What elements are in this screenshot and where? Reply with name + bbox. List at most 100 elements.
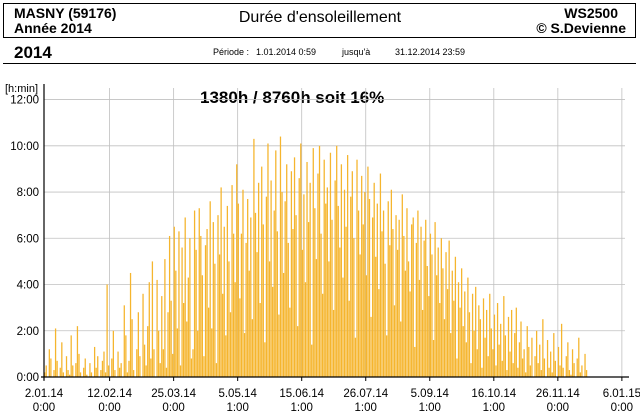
bar: [161, 296, 163, 377]
bar: [442, 268, 444, 377]
bar: [510, 309, 513, 377]
bar: [509, 351, 511, 377]
bar: [93, 346, 96, 377]
bar: [139, 356, 141, 377]
bar: [557, 346, 560, 377]
period-label: Période :: [213, 47, 250, 57]
bar: [323, 159, 325, 377]
bar: [290, 171, 293, 377]
bar: [453, 300, 455, 377]
bar: [584, 353, 586, 377]
bar: [331, 219, 333, 377]
bar: [282, 272, 285, 377]
bar: [437, 247, 439, 377]
bar: [320, 233, 322, 377]
bar: [245, 242, 247, 377]
bar: [578, 337, 580, 377]
bar: [392, 229, 394, 377]
bar: [231, 185, 233, 377]
bar: [279, 136, 282, 377]
chart-title: Durée d'ensoleillement: [238, 9, 402, 26]
bar: [409, 291, 411, 377]
bar: [62, 372, 65, 377]
bar: [183, 303, 185, 377]
bar: [571, 349, 574, 377]
bar: [337, 205, 339, 377]
bar: [531, 337, 533, 377]
bar: [395, 215, 397, 377]
bar: [436, 275, 438, 377]
bar: [178, 231, 180, 377]
bar: [570, 374, 572, 377]
bar: [403, 235, 405, 377]
x-tick-time: 1:00: [419, 402, 441, 414]
bar: [70, 335, 72, 377]
bar: [212, 222, 214, 377]
y-tick-label: 8:00: [17, 187, 39, 199]
bar: [454, 256, 457, 377]
bar: [142, 293, 144, 377]
bar: [207, 307, 210, 377]
bar: [200, 235, 202, 377]
bar: [176, 328, 179, 377]
bar: [170, 300, 172, 377]
x-tick-time: 1:00: [483, 402, 505, 414]
bar: [334, 180, 336, 377]
bar: [164, 259, 166, 377]
bar: [475, 286, 477, 377]
bar: [147, 326, 149, 377]
bar: [125, 335, 127, 377]
bar: [417, 210, 419, 377]
bar: [451, 270, 453, 377]
bar: [303, 194, 305, 377]
y-tick-label: 2:00: [17, 326, 39, 338]
bar: [236, 164, 238, 377]
bar: [289, 307, 291, 377]
bar: [404, 270, 407, 377]
bar: [240, 233, 243, 377]
bar: [498, 344, 500, 377]
bar: [150, 358, 152, 377]
bar: [243, 333, 246, 377]
bar: [159, 363, 161, 377]
bar: [100, 370, 102, 377]
bar: [490, 328, 492, 377]
bar: [131, 319, 133, 377]
bar: [381, 231, 383, 377]
bar: [242, 189, 244, 377]
bar: [429, 233, 432, 377]
bar: [264, 342, 266, 377]
bar: [420, 226, 422, 377]
bar: [281, 192, 283, 377]
x-tick-label: 26.07.14: [343, 388, 388, 400]
bar: [156, 279, 158, 377]
bar: [133, 370, 135, 377]
bar: [339, 247, 341, 377]
bar: [295, 215, 297, 377]
bar: [336, 145, 338, 377]
year-heading: 2014: [14, 43, 52, 62]
bar: [478, 305, 480, 377]
bar: [445, 252, 447, 377]
bar: [332, 309, 335, 377]
bar: [143, 344, 146, 377]
bar: [237, 203, 239, 377]
bar: [461, 268, 463, 377]
bar: [356, 159, 358, 377]
bar: [325, 203, 327, 377]
bar: [520, 321, 522, 377]
x-tick-label: 2.01.14: [25, 388, 64, 400]
x-tick-label: 15.06.14: [279, 388, 324, 400]
bar: [389, 245, 391, 377]
bar: [197, 330, 199, 377]
bar: [407, 261, 410, 377]
bar: [421, 309, 424, 377]
bar: [492, 349, 494, 377]
x-tick-label: 6.01.15: [603, 388, 640, 400]
bar: [270, 180, 272, 377]
bar: [398, 219, 400, 377]
bar: [551, 372, 553, 377]
year-label: Année 2014: [14, 20, 92, 36]
bar: [443, 319, 446, 377]
bar: [68, 374, 71, 377]
